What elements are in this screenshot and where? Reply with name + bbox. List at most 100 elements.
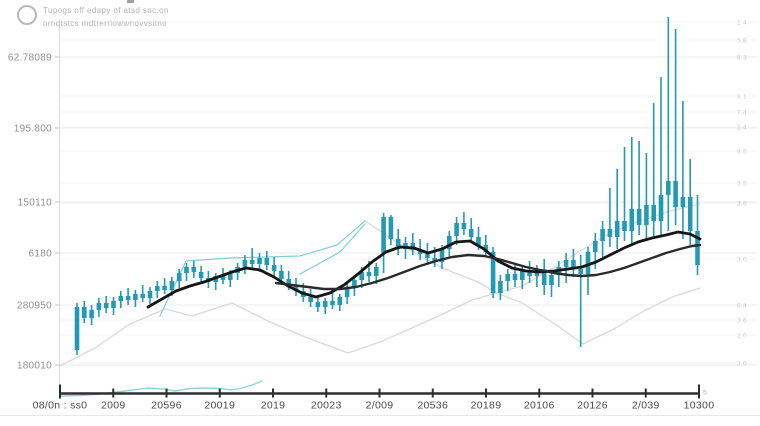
candle-body [388, 217, 394, 239]
top-edge-mark [127, 0, 134, 3]
candle-body [578, 269, 583, 274]
candle-body [279, 271, 284, 279]
candle-body [461, 223, 467, 229]
candle-body [527, 271, 532, 276]
candle-body [483, 245, 489, 252]
trend-line-2-line [299, 223, 366, 275]
candle-body [96, 303, 102, 310]
gridlines [60, 21, 757, 366]
x-tick-label: 2/039 [632, 400, 660, 412]
candle-body [607, 229, 613, 237]
candle-body [498, 281, 503, 293]
candle-body [293, 285, 299, 291]
legend-line2: orndtstcs mdtrerriowwnovvsitno [43, 19, 168, 28]
x-tick-label: 2/009 [366, 400, 394, 412]
candle-body [658, 195, 664, 221]
candle-body [125, 296, 131, 300]
right-tick-label: 1.4 [737, 125, 747, 132]
candle-body [614, 221, 620, 237]
candle-body [673, 181, 678, 207]
candle-body [622, 221, 627, 231]
candle-body [352, 280, 357, 288]
right-tick-label: 1.4 [737, 20, 747, 27]
candle-body [381, 217, 386, 253]
candle-body [454, 223, 459, 236]
candle-body [228, 273, 233, 280]
candle-body [162, 286, 167, 290]
y-tick-label: 6180 [29, 249, 53, 260]
candle-body [147, 291, 153, 298]
candle-body [695, 231, 700, 265]
candle-body [644, 205, 649, 225]
right-tick-label: 3.6 [737, 318, 747, 325]
x-tick-label: 20126 [577, 400, 608, 412]
right-tick-label: 3.5 [737, 181, 747, 188]
candle-body [636, 209, 642, 225]
right-tick-label: 3.0 [737, 361, 747, 368]
candle-body [169, 281, 175, 290]
candle-body [140, 294, 145, 298]
right-tick-label: 8.5 [737, 149, 747, 156]
candle-body [563, 260, 569, 267]
candle-body [549, 275, 554, 285]
candle-body [374, 267, 379, 276]
right-tick-label: 6.4 [737, 303, 747, 310]
x-tick-label: 20536 [417, 400, 448, 412]
candle-body [111, 301, 116, 308]
candle-body [541, 269, 547, 285]
candle-body [666, 181, 671, 195]
candle-body [680, 197, 686, 207]
candle-body [476, 237, 481, 245]
candle-body [520, 271, 525, 280]
candle-body [593, 241, 598, 252]
legend-line1: Tupogs off edapy of atsd soc.on [43, 6, 169, 15]
candle-body [468, 229, 474, 237]
candle-body [315, 302, 321, 307]
candlesticks [74, 17, 700, 355]
candle-body [133, 294, 138, 300]
y-tick-label: 280950 [17, 301, 52, 312]
candle-body [425, 254, 430, 258]
candle-body [155, 286, 160, 291]
x-tick-label: 20019 [204, 400, 235, 412]
right-tick-label: 5.8 [737, 38, 747, 45]
right-tick-label: 2.0 [737, 333, 747, 340]
y-tick-label: 195.800 [14, 124, 52, 135]
legend-text: Tupogs off edapy of atsd soc.on orndtstc… [43, 3, 169, 30]
x-tick-label: 2019 [261, 400, 286, 412]
candle-body [176, 273, 182, 281]
y-tick-label: 180010 [17, 361, 52, 372]
candle-body [271, 265, 277, 271]
x-tick-label: 20023 [311, 400, 342, 412]
x-axis-end-label: 6 [703, 390, 707, 397]
candle-body [439, 249, 445, 262]
candle-body [89, 310, 94, 318]
candle-body [242, 260, 248, 267]
candle-body [629, 209, 635, 231]
right-tick-label: 8.1 [737, 94, 747, 101]
chart-legend: Tupogs off edapy of atsd soc.on orndtstc… [17, 3, 169, 30]
x-tick-label: 08/0n : ss0 [33, 400, 88, 412]
legend-circle-icon[interactable] [17, 5, 37, 25]
y-axis-left-labels: 62.78089 195.800 150110 6180 280950 180010 [8, 53, 60, 372]
candle-body [571, 260, 576, 269]
candle-body [512, 274, 518, 280]
candle-body [687, 197, 693, 231]
candle-body [490, 252, 496, 293]
candle-body [220, 276, 226, 280]
right-tick-label: 3.6 [737, 201, 747, 208]
y-tick-label: 150110 [18, 198, 53, 209]
right-tick-label: 8.3 [737, 55, 747, 62]
candle-body [191, 267, 197, 272]
candle-body [344, 288, 350, 297]
candle-body [366, 272, 372, 276]
candle-body [651, 205, 656, 221]
candle-body [447, 236, 452, 249]
candle-body [395, 239, 401, 249]
lower-band-line [59, 287, 701, 367]
candle-body [118, 296, 124, 301]
candle-body [286, 279, 291, 285]
ma-fast-line [146, 230, 702, 309]
